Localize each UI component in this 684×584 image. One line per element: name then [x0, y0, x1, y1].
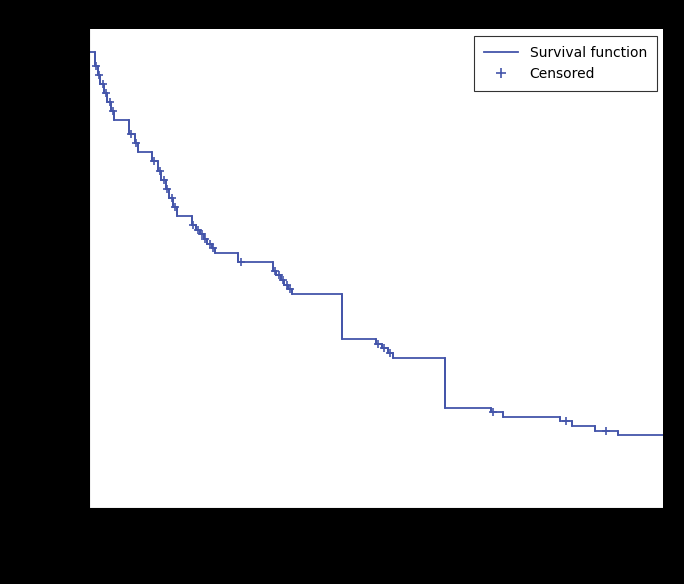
Point	[126, 130, 137, 139]
Point	[278, 276, 289, 285]
Point	[273, 271, 284, 280]
Point	[560, 417, 571, 426]
Point	[188, 221, 199, 230]
Point	[90, 61, 101, 70]
Point	[269, 266, 280, 276]
Point	[158, 175, 169, 185]
Point	[379, 344, 390, 353]
Point	[235, 257, 246, 266]
Point	[149, 157, 160, 166]
Point	[200, 234, 211, 244]
Point	[166, 193, 177, 203]
Point	[170, 203, 181, 212]
Point	[384, 348, 395, 357]
Point	[196, 230, 207, 239]
Point	[104, 98, 115, 107]
Point	[101, 88, 111, 98]
Point	[601, 426, 611, 435]
Point	[155, 166, 166, 175]
Point	[131, 138, 142, 148]
Point	[285, 284, 295, 294]
Point	[207, 244, 218, 253]
Point	[161, 184, 172, 193]
Point	[204, 239, 215, 248]
Point	[193, 225, 204, 235]
Point	[488, 408, 499, 417]
Point	[107, 107, 118, 116]
Legend: Survival function, Censored: Survival function, Censored	[474, 36, 657, 91]
Point	[97, 79, 108, 89]
Point	[281, 280, 292, 289]
Point	[94, 70, 105, 79]
Point	[373, 339, 384, 349]
